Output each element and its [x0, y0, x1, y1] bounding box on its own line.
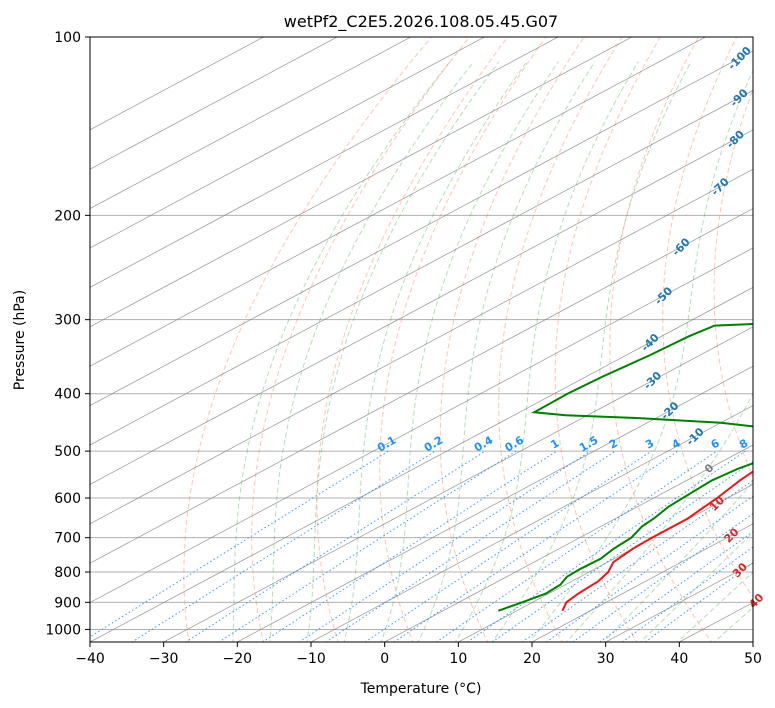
x-tick-label: −40: [75, 651, 105, 667]
isotherm-line: [90, 129, 753, 485]
moist-adiabat-line: [269, 61, 474, 642]
chart-title: wetPf2_C2E5.2026.108.05.45.G07: [284, 12, 558, 32]
dry-adiabat-line: [316, 37, 509, 642]
moist-adiabat-line: [417, 61, 596, 642]
x-tick-label: 40: [670, 651, 688, 667]
y-axis-ticks: 100 200 300 400 500 600 700 800 900 1000: [45, 30, 90, 638]
dry-adiabat-line: [662, 37, 753, 599]
isotherms: [90, 37, 753, 642]
x-tick-label: 30: [597, 651, 615, 667]
moist-adiabat-line: [602, 481, 753, 642]
y-tick-label: 400: [54, 387, 81, 403]
x-tick-label: 20: [523, 651, 541, 667]
x-axis-ticks: −40 −30 −20 −10 0 10 20 30 40 50: [75, 642, 762, 667]
mixing-ratio-line: [598, 531, 753, 642]
x-tick-label: −30: [149, 651, 179, 667]
isotherm-line: [90, 50, 753, 407]
dry-adiabat-line: [609, 37, 713, 642]
isotherm-line: [90, 37, 412, 210]
isotherm-line: [90, 37, 707, 367]
moist-adiabat-line: [232, 61, 451, 642]
isotherm-line: [90, 37, 633, 328]
dry-adiabat-line: [251, 37, 471, 642]
temperature-line: [561, 470, 753, 612]
isotherm-line: [90, 89, 753, 446]
y-tick-label: 200: [54, 208, 81, 224]
y-tick-label: 300: [54, 313, 81, 329]
x-tick-label: 50: [744, 651, 762, 667]
x-tick-label: 10: [449, 651, 467, 667]
gridlines: [90, 37, 753, 630]
isotherm-line: [90, 37, 559, 288]
mixing-ratio-line: [491, 460, 753, 642]
x-tick-label: 0: [380, 651, 389, 667]
isotherm-line: [531, 523, 753, 642]
isotherm-line: [383, 444, 753, 642]
mixing-ratio-line: [90, 450, 389, 638]
isotherm-line: [90, 168, 753, 525]
moist-adiabat-line: [454, 61, 639, 642]
isotherm-line: [162, 326, 753, 642]
y-tick-label: 900: [54, 595, 81, 611]
dewpoint-line: [497, 323, 753, 612]
isotherm-line: [90, 37, 486, 249]
x-tick-label: −10: [296, 651, 326, 667]
isotherm-line: [310, 405, 753, 642]
mixing-ratio-line: [435, 450, 718, 642]
dry-adiabat-line: [498, 37, 623, 642]
y-tick-label: 800: [54, 565, 81, 581]
dry-adiabat-line: [439, 37, 585, 642]
moist-adiabat-line: [639, 531, 753, 642]
isotherm-line: [90, 286, 753, 642]
y-axis-label: Pressure (hPa): [12, 290, 28, 390]
isotherm-line: [90, 37, 265, 131]
profiles: [497, 323, 753, 612]
mixing-ratio-line: [393, 450, 679, 642]
y-tick-label: 600: [54, 491, 81, 507]
plot-area: [90, 37, 753, 642]
x-tick-label: −20: [223, 651, 253, 667]
y-tick-label: 100: [54, 30, 81, 46]
dry-adiabat-line: [379, 37, 547, 642]
mixing-ratio-line: [621, 546, 753, 642]
moist-adiabat-line: [306, 61, 500, 642]
moist-adiabat-line: [343, 61, 528, 642]
mixing-ratio-line: [261, 450, 557, 642]
plot-frame: [89, 36, 754, 643]
dry-adiabats: [183, 37, 753, 642]
mixing-ratio-line: [364, 450, 652, 642]
x-axis-label: Temperature (°C): [360, 681, 482, 697]
mixing-ratio-line: [325, 450, 616, 642]
mixing-ratio-line: [521, 479, 753, 642]
y-tick-label: 500: [54, 444, 81, 460]
mixing-ratio-lines: [90, 450, 753, 642]
isotherm-line: [90, 247, 753, 604]
dry-adiabat-line: [554, 37, 661, 642]
isotherm-line: [236, 365, 753, 642]
y-tick-label: 700: [54, 531, 81, 547]
mixing-ratio-line: [131, 450, 436, 642]
isotherm-line: [90, 37, 338, 170]
y-tick-label: 1000: [45, 622, 81, 638]
mixing-ratio-line: [466, 450, 746, 642]
isotherm-line: [90, 208, 753, 564]
moist-adiabat-line: [380, 61, 559, 642]
moist-adiabat-line: [528, 69, 753, 642]
